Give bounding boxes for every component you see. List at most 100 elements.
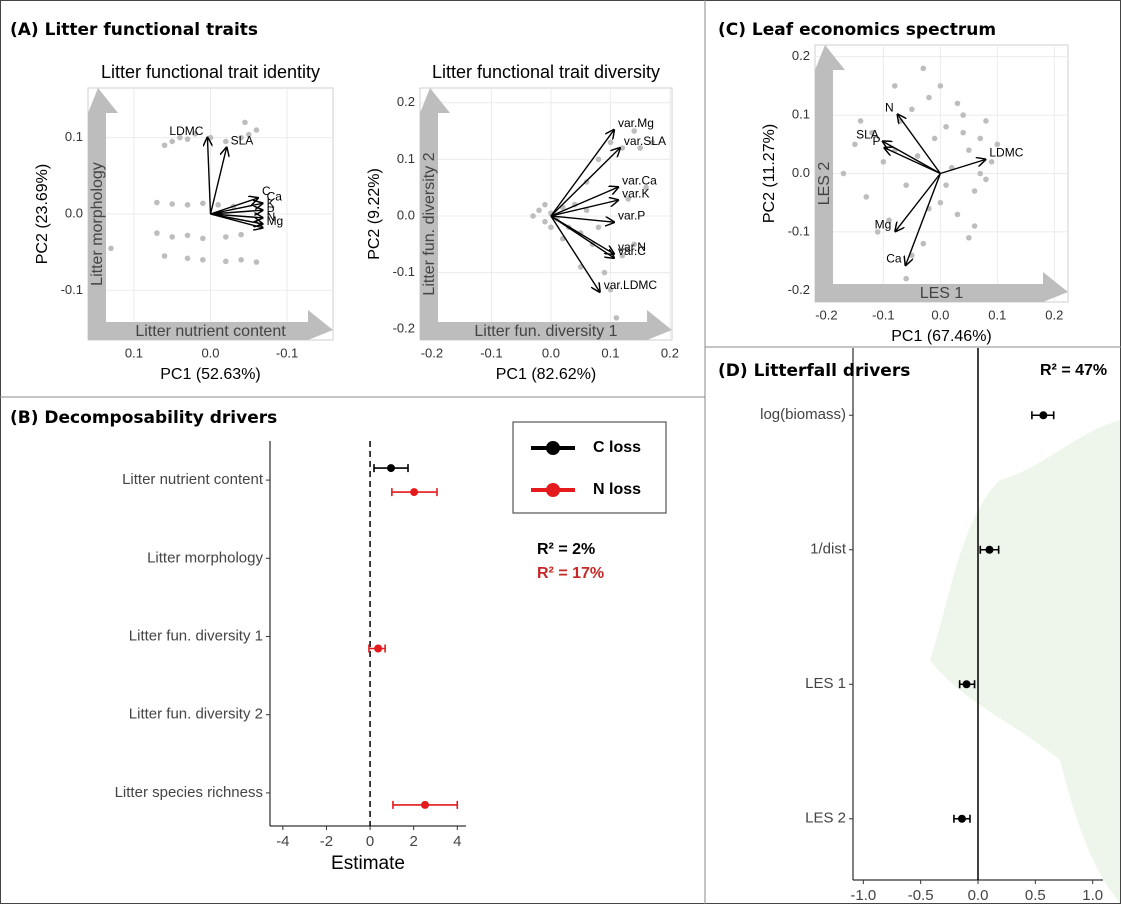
loading-arrow (210, 214, 263, 218)
loading-arrow (550, 215, 600, 292)
point (960, 129, 966, 136)
point (613, 315, 620, 321)
point (891, 83, 898, 89)
y-tick-label: 0.1 (397, 151, 415, 166)
y-tick-label: -0.1 (788, 223, 810, 238)
loading-arrow (210, 213, 263, 228)
point (200, 200, 206, 207)
estimate-point (421, 800, 430, 809)
y-annotation: Litter fun. diversity 2 (421, 152, 438, 295)
point (937, 83, 944, 89)
point (971, 223, 978, 229)
point (223, 258, 229, 265)
point (903, 182, 909, 188)
x-tick-label: -0.2 (421, 345, 443, 360)
x-tick-label: 0.0 (201, 345, 219, 360)
point (207, 134, 214, 141)
x-axis-title: Estimate (331, 853, 405, 874)
point (977, 135, 984, 142)
point (874, 229, 881, 235)
point (649, 139, 655, 146)
point (988, 159, 995, 165)
y-tick-label: -0.1 (61, 282, 83, 297)
loading-label: N (267, 210, 276, 224)
x-annotation: Litter nutrient content (135, 323, 286, 340)
point (994, 141, 1001, 148)
point (914, 153, 921, 159)
panel-title: (C) Leaf economics spectrum (718, 20, 996, 40)
x-axis-title: PC1 (67.46%) (891, 328, 992, 345)
loading-label: LDMC (169, 124, 203, 138)
point (223, 138, 229, 145)
x-tick-label: 1.0 (1082, 887, 1103, 904)
point (840, 170, 847, 177)
y-tick-label: 0.1 (65, 129, 83, 144)
loading-label: K (267, 196, 275, 210)
panel-title: (A) Litter functional traits (10, 20, 258, 40)
x-tick-label: 0.1 (601, 345, 619, 360)
loading-arrow (550, 215, 614, 222)
loading-label: SLA (856, 128, 879, 142)
y-tick-label: -0.2 (393, 321, 415, 336)
point (880, 159, 887, 165)
point (215, 202, 221, 208)
x-tick-label: 0 (366, 833, 374, 850)
x-annotation: Litter fun. diversity 1 (474, 323, 617, 340)
point (184, 202, 191, 208)
loading-arrow (210, 198, 258, 215)
loading-label: Mg (875, 217, 892, 231)
point (238, 257, 244, 263)
point (238, 231, 244, 238)
legend-swatch (546, 441, 560, 455)
plot-title: Litter functional trait diversity (432, 62, 660, 82)
point (238, 134, 244, 141)
loading-arrow (550, 187, 618, 217)
point (625, 196, 632, 202)
point (542, 218, 548, 225)
y-tick-label: LES 1 (805, 675, 846, 692)
y-tick-label: 0.1 (792, 107, 810, 122)
point (631, 241, 638, 248)
point (530, 213, 536, 219)
y-tick-label: LES 2 (805, 810, 846, 827)
point (852, 141, 858, 148)
point (536, 207, 542, 214)
point (192, 131, 198, 137)
point (607, 139, 614, 146)
point (583, 179, 590, 185)
legend-box (512, 421, 667, 514)
loading-arrow (207, 138, 210, 215)
y-tick-label: 0.0 (397, 207, 415, 222)
point (595, 224, 602, 231)
loading-label: var.Mg (618, 116, 654, 130)
x-tick-label: 0.0 (542, 345, 560, 360)
point (223, 234, 229, 240)
x-tick-label: 0.2 (1045, 307, 1063, 322)
point (548, 224, 554, 231)
estimate-point (410, 488, 419, 497)
y-tick-label: 0.2 (792, 48, 810, 63)
x-tick-label: -0.1 (276, 345, 298, 360)
y-tick-label: Litter nutrient content (122, 471, 264, 488)
loading-label: var.N (618, 240, 646, 254)
point (983, 176, 989, 183)
loading-label: Ca (267, 189, 283, 203)
loading-label: var.P (618, 208, 645, 222)
point (242, 119, 248, 126)
x-axis-title: PC1 (82.62%) (496, 366, 597, 383)
estimate-point (957, 814, 966, 823)
loading-arrow (550, 130, 614, 217)
point (903, 275, 909, 282)
point (943, 123, 949, 130)
x-tick-label: 4 (453, 833, 461, 850)
point (960, 112, 966, 118)
point (863, 194, 870, 200)
point (971, 188, 978, 194)
point (643, 184, 649, 191)
legend-label: N loss (593, 481, 641, 498)
point (583, 207, 590, 214)
point (966, 234, 972, 241)
loading-arrow (210, 203, 263, 215)
loading-label: var.LDMC (604, 278, 658, 292)
loading-label: N (885, 101, 894, 115)
